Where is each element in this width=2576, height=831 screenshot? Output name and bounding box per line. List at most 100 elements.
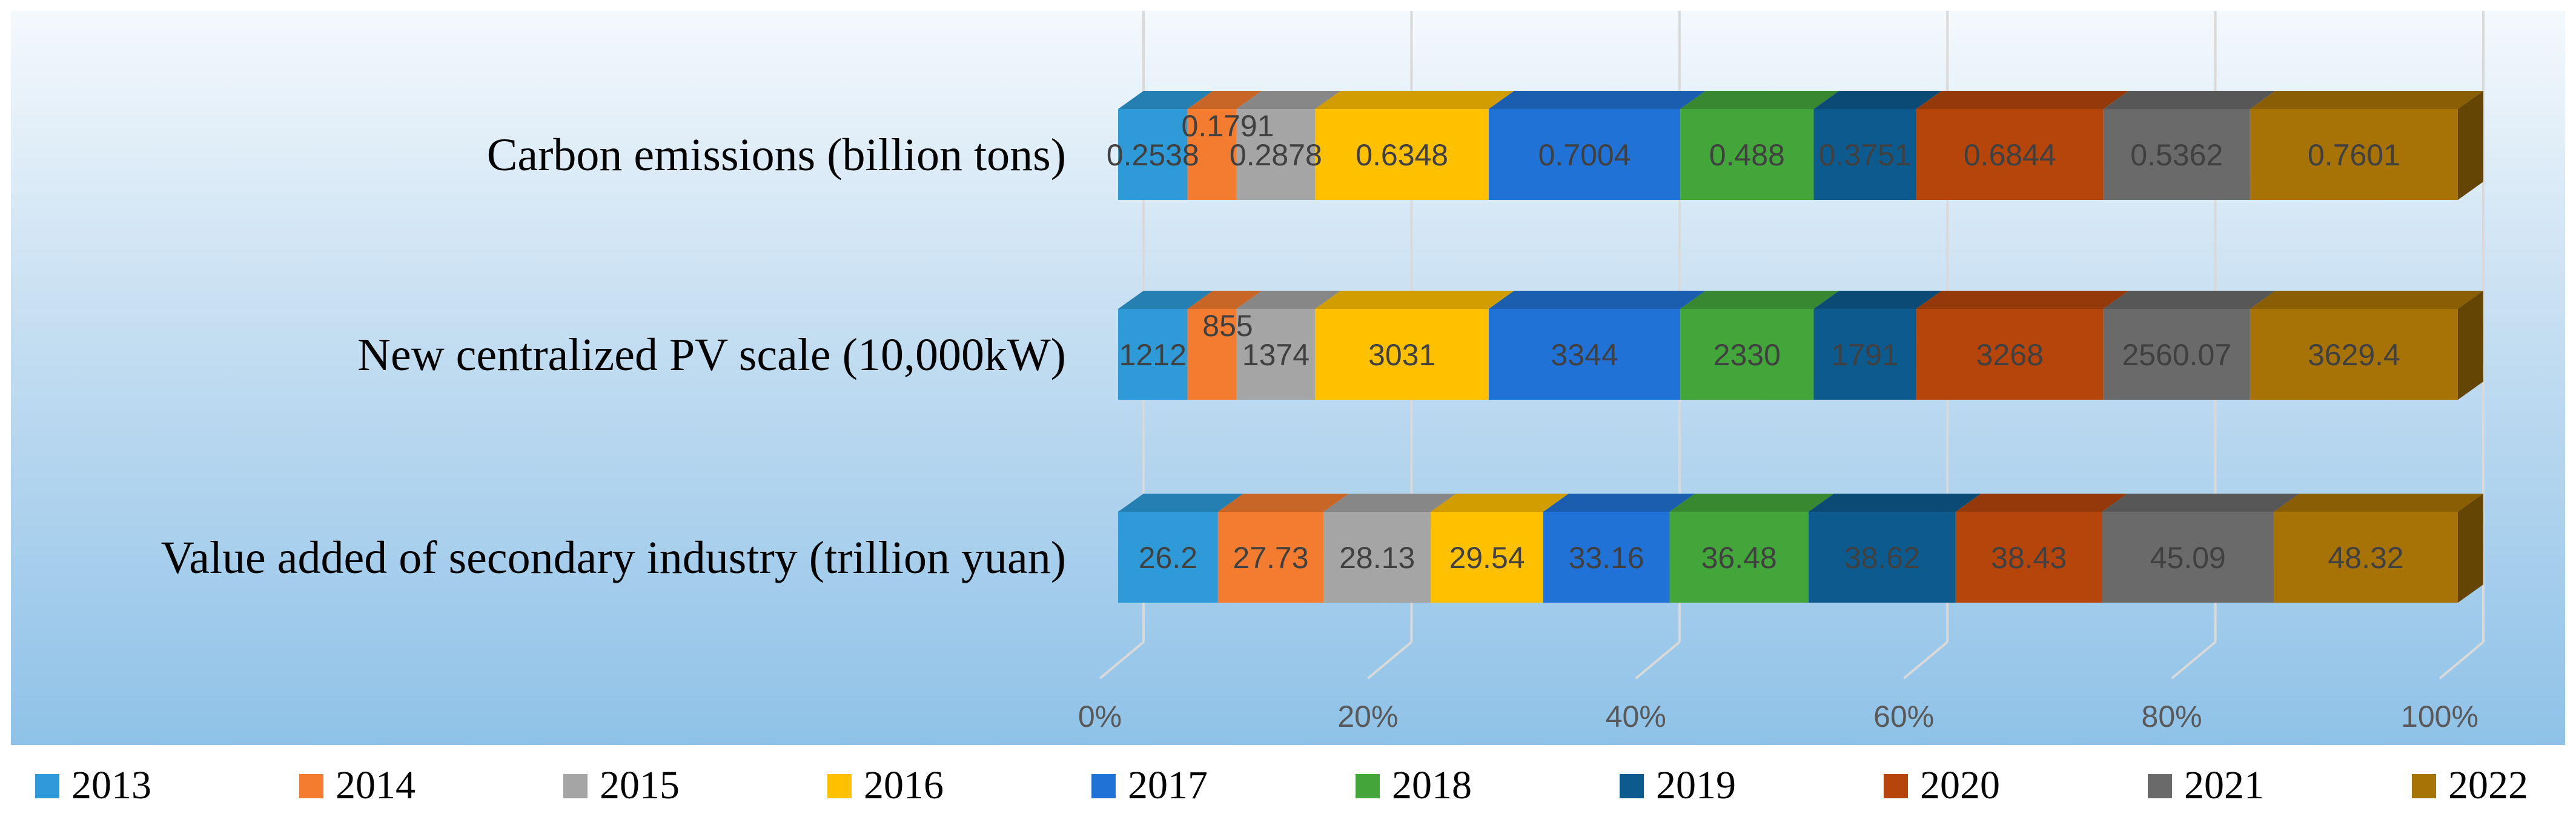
bar-top-2018-2 (1669, 494, 1834, 512)
data-label-2017-2: 33.16 (1569, 541, 1644, 575)
bar-2019-1 (1813, 309, 1916, 400)
data-label-2016-1: 3031 (1368, 338, 1435, 372)
legend-swatch-2015 (563, 774, 588, 798)
bar-2022-0 (2250, 109, 2458, 200)
x-tick-label-0: 0% (1078, 700, 1122, 733)
data-label-2022-0: 0.7601 (2308, 138, 2400, 172)
legend-label-2022: 2022 (2448, 763, 2528, 807)
legend-label-2016: 2016 (864, 763, 944, 807)
bar-top-2013-0 (1118, 91, 1213, 109)
bar-top-2016-1 (1315, 291, 1514, 309)
legend-swatch-2021 (2148, 774, 2172, 798)
legend-label-2021: 2021 (2184, 763, 2264, 807)
bar-2014-0 (1187, 109, 1237, 200)
legend-swatch-2013 (35, 774, 59, 798)
gridline-floor-3 (1902, 641, 1949, 680)
bar-2014-1 (1187, 309, 1237, 400)
bar-2015-0 (1236, 109, 1316, 200)
legend-label-2014: 2014 (336, 763, 416, 807)
bar-2022-2 (2274, 512, 2458, 603)
gridline-floor-4 (2171, 641, 2216, 680)
data-label-2021-0: 0.5362 (2130, 138, 2223, 172)
bar-top-2019-2 (1808, 494, 1981, 512)
bar-2017-2 (1543, 512, 1670, 603)
data-label-2018-0: 0.488 (1709, 138, 1785, 172)
bar-top-2017-2 (1543, 494, 1695, 512)
bar-top-2018-0 (1680, 91, 1839, 109)
bar-2020-2 (1955, 512, 2102, 603)
data-label-2013-1: 1212 (1119, 338, 1187, 372)
data-label-2017-1: 3344 (1551, 338, 1618, 372)
bar-top-2016-2 (1431, 494, 1569, 512)
bar-2013-2 (1118, 512, 1218, 603)
data-label-2017-0: 0.7004 (1538, 138, 1631, 172)
data-label-2022-2: 48.32 (2328, 541, 2403, 575)
data-label-2020-0: 0.6844 (1964, 138, 2056, 172)
category-label-0: Carbon emissions (billion tons) (487, 130, 1066, 180)
legend-label-2020: 2020 (1920, 763, 2000, 807)
bar-2018-0 (1680, 109, 1814, 200)
bar-top-2014-2 (1217, 494, 1349, 512)
bar-top-2013-1 (1118, 291, 1213, 309)
bar-top-2013-2 (1118, 494, 1243, 512)
bar-2017-0 (1488, 109, 1681, 200)
gridline-floor-0 (1099, 641, 1145, 680)
x-tick-label-5: 100% (2401, 700, 2478, 733)
bar-2016-2 (1431, 512, 1543, 603)
bar-top-2014-0 (1187, 91, 1262, 109)
bar-top-2020-2 (1955, 494, 2128, 512)
data-label-2015-1: 1374 (1242, 338, 1310, 372)
bar-side-2 (2458, 494, 2483, 603)
bar-2021-1 (2103, 309, 2250, 400)
bar-2020-1 (1916, 309, 2104, 400)
bar-2021-0 (2103, 109, 2250, 200)
bar-top-2021-0 (2103, 91, 2276, 109)
bar-2013-1 (1118, 309, 1188, 400)
bar-2020-0 (1916, 109, 2104, 200)
legend-swatch-2018 (1356, 774, 1380, 798)
data-label-2014-0: 0.1791 (1182, 109, 1274, 143)
bar-top-2021-1 (2103, 291, 2276, 309)
category-label-2: Value added of secondary industry (trill… (161, 532, 1066, 583)
legend-swatch-2020 (1884, 774, 1908, 798)
legend: 2013 2014 2015 2016 2017 2018 2019 2020 2021 2022 (35, 763, 2528, 807)
legend-swatch-2014 (299, 774, 323, 798)
bar-top-2015-1 (1236, 291, 1341, 309)
x-tick-label-2: 40% (1606, 700, 1666, 733)
legend-label-2018: 2018 (1392, 763, 1472, 807)
bar-top-2020-0 (1916, 91, 2129, 109)
bar-2015-1 (1236, 309, 1316, 400)
bar-2014-2 (1217, 512, 1324, 603)
bar-top-2020-1 (1916, 291, 2129, 309)
bar-top-2015-2 (1323, 494, 1457, 512)
legend-label-2015: 2015 (600, 763, 680, 807)
category-labels: Carbon emissions (billion tons) New centr… (161, 130, 1066, 583)
data-label-2016-0: 0.6348 (1356, 138, 1448, 172)
data-label-2013-2: 26.2 (1139, 541, 1197, 575)
bar-top-2019-0 (1813, 91, 1942, 109)
bar-top-2018-1 (1680, 291, 1839, 309)
bar-top-2019-1 (1813, 291, 1942, 309)
gridline-floor-2 (1635, 641, 1681, 680)
legend-label-2017: 2017 (1128, 763, 1208, 807)
bar-side-0 (2458, 91, 2483, 200)
data-label-2014-1: 855 (1202, 309, 1253, 343)
bar-top-2017-0 (1488, 91, 1706, 109)
legend-swatch-2022 (2412, 774, 2436, 798)
bar-2019-0 (1813, 109, 1916, 200)
data-label-2022-1: 3629.4 (2308, 338, 2400, 372)
data-label-2015-0: 0.2878 (1230, 138, 1322, 172)
legend-label-2019: 2019 (1656, 763, 1736, 807)
data-label-2018-1: 2330 (1713, 338, 1781, 372)
legend-label-2013: 2013 (71, 763, 151, 807)
gridline-floor-5 (2439, 641, 2485, 680)
bar-2013-0 (1118, 109, 1188, 200)
data-label-2021-1: 2560.07 (2122, 338, 2231, 372)
bar-2022-1 (2250, 309, 2458, 400)
bar-top-2022-1 (2250, 291, 2483, 309)
bar-2019-2 (1808, 512, 1956, 603)
legend-swatch-2016 (827, 774, 852, 798)
data-label-2014-2: 27.73 (1233, 541, 1308, 575)
